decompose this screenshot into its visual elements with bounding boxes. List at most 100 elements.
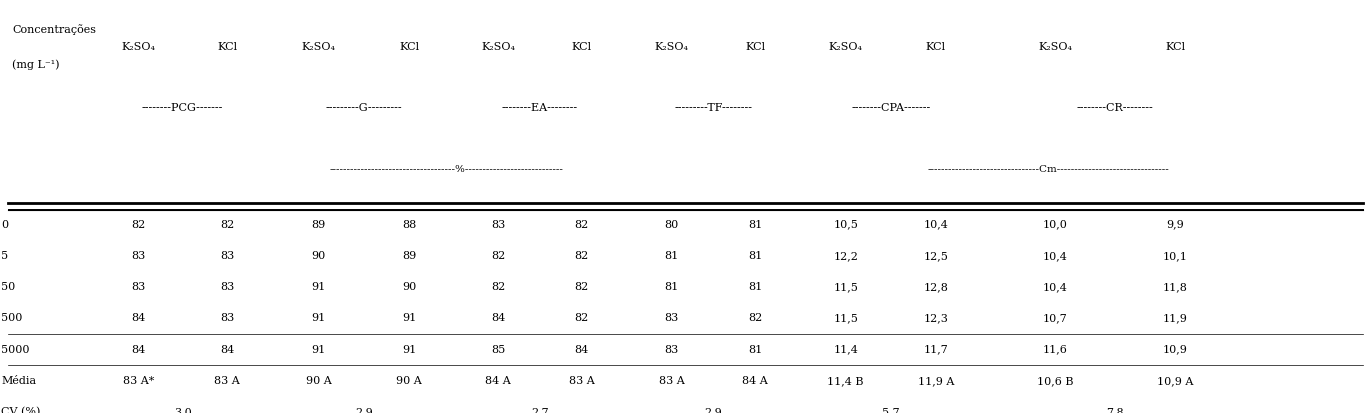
Text: KCl: KCl bbox=[217, 42, 237, 52]
Text: KCl: KCl bbox=[1165, 42, 1186, 52]
Text: 84: 84 bbox=[132, 344, 145, 354]
Text: 10,5: 10,5 bbox=[834, 219, 858, 229]
Text: 83: 83 bbox=[219, 313, 234, 323]
Text: 12,2: 12,2 bbox=[834, 250, 858, 260]
Text: 500: 500 bbox=[1, 313, 23, 323]
Text: 91: 91 bbox=[402, 313, 417, 323]
Text: 5: 5 bbox=[1, 250, 8, 260]
Text: 84: 84 bbox=[219, 344, 234, 354]
Text: 11,8: 11,8 bbox=[1163, 282, 1187, 292]
Text: 90 A: 90 A bbox=[396, 375, 422, 385]
Text: 89: 89 bbox=[311, 219, 326, 229]
Text: 84 A: 84 A bbox=[743, 375, 768, 385]
Text: 90: 90 bbox=[311, 250, 326, 260]
Text: 82: 82 bbox=[574, 219, 588, 229]
Text: 83: 83 bbox=[219, 282, 234, 292]
Text: 9,9: 9,9 bbox=[1167, 219, 1185, 229]
Text: --------------------------------Cm--------------------------------: --------------------------------Cm------… bbox=[927, 164, 1169, 173]
Text: ---------G---------: ---------G--------- bbox=[326, 103, 402, 113]
Text: 90 A: 90 A bbox=[306, 375, 332, 385]
Text: 11,4 B: 11,4 B bbox=[827, 375, 864, 385]
Text: 83 A: 83 A bbox=[569, 375, 595, 385]
Text: 10,6 B: 10,6 B bbox=[1036, 375, 1073, 385]
Text: 82: 82 bbox=[574, 282, 588, 292]
Text: 85: 85 bbox=[491, 344, 505, 354]
Text: 10,4: 10,4 bbox=[1042, 282, 1068, 292]
Text: --------CPA-------: --------CPA------- bbox=[851, 103, 931, 113]
Text: KCl: KCl bbox=[925, 42, 946, 52]
Text: 11,9 A: 11,9 A bbox=[917, 375, 954, 385]
Text: KCl: KCl bbox=[399, 42, 420, 52]
Text: 91: 91 bbox=[402, 344, 417, 354]
Text: 10,0: 10,0 bbox=[1042, 219, 1068, 229]
Text: 82: 82 bbox=[491, 282, 505, 292]
Text: 10,4: 10,4 bbox=[924, 219, 949, 229]
Text: 81: 81 bbox=[749, 219, 762, 229]
Text: 82: 82 bbox=[219, 219, 234, 229]
Text: 91: 91 bbox=[311, 344, 326, 354]
Text: 83: 83 bbox=[665, 313, 679, 323]
Text: --------PCG-------: --------PCG------- bbox=[143, 103, 223, 113]
Text: Média: Média bbox=[1, 375, 37, 385]
Text: 12,3: 12,3 bbox=[924, 313, 949, 323]
Text: 12,8: 12,8 bbox=[924, 282, 949, 292]
Text: ------------------------------------%----------------------------: ------------------------------------%---… bbox=[330, 164, 563, 173]
Text: 83: 83 bbox=[491, 219, 505, 229]
Text: --------CR--------: --------CR-------- bbox=[1076, 103, 1153, 113]
Text: 10,4: 10,4 bbox=[1042, 250, 1068, 260]
Text: 11,9: 11,9 bbox=[1163, 313, 1187, 323]
Text: 80: 80 bbox=[665, 219, 679, 229]
Text: 83 A: 83 A bbox=[659, 375, 684, 385]
Text: 50: 50 bbox=[1, 282, 15, 292]
Text: K₂SO₄: K₂SO₄ bbox=[655, 42, 688, 52]
Text: --------EA--------: --------EA-------- bbox=[502, 103, 577, 113]
Text: 82: 82 bbox=[574, 313, 588, 323]
Text: 10,9 A: 10,9 A bbox=[1157, 375, 1194, 385]
Text: 84: 84 bbox=[574, 344, 588, 354]
Text: 11,7: 11,7 bbox=[924, 344, 949, 354]
Text: 83: 83 bbox=[132, 282, 145, 292]
Text: KCl: KCl bbox=[746, 42, 765, 52]
Text: 88: 88 bbox=[402, 219, 417, 229]
Text: 82: 82 bbox=[574, 250, 588, 260]
Text: 10,7: 10,7 bbox=[1042, 313, 1067, 323]
Text: 11,5: 11,5 bbox=[834, 282, 858, 292]
Text: 0: 0 bbox=[1, 219, 8, 229]
Text: 83 A*: 83 A* bbox=[122, 375, 154, 385]
Text: 5,7: 5,7 bbox=[882, 406, 899, 413]
Text: 2,9: 2,9 bbox=[355, 406, 373, 413]
Text: (mg L⁻¹): (mg L⁻¹) bbox=[12, 59, 60, 69]
Text: K₂SO₄: K₂SO₄ bbox=[302, 42, 336, 52]
Text: 5000: 5000 bbox=[1, 344, 30, 354]
Text: K₂SO₄: K₂SO₄ bbox=[481, 42, 515, 52]
Text: 90: 90 bbox=[402, 282, 417, 292]
Text: K₂SO₄: K₂SO₄ bbox=[1038, 42, 1072, 52]
Text: 83: 83 bbox=[219, 250, 234, 260]
Text: 91: 91 bbox=[311, 282, 326, 292]
Text: 81: 81 bbox=[665, 250, 679, 260]
Text: CV (%): CV (%) bbox=[1, 406, 41, 413]
Text: 11,6: 11,6 bbox=[1042, 344, 1068, 354]
Text: 7,8: 7,8 bbox=[1106, 406, 1124, 413]
Text: 89: 89 bbox=[402, 250, 417, 260]
Text: 83 A: 83 A bbox=[214, 375, 240, 385]
Text: K₂SO₄: K₂SO₄ bbox=[121, 42, 155, 52]
Text: 81: 81 bbox=[665, 282, 679, 292]
Text: 81: 81 bbox=[749, 344, 762, 354]
Text: 81: 81 bbox=[749, 250, 762, 260]
Text: 3,0: 3,0 bbox=[174, 406, 192, 413]
Text: 82: 82 bbox=[749, 313, 762, 323]
Text: 81: 81 bbox=[749, 282, 762, 292]
Text: 82: 82 bbox=[491, 250, 505, 260]
Text: 83: 83 bbox=[132, 250, 145, 260]
Text: 84: 84 bbox=[132, 313, 145, 323]
Text: 10,9: 10,9 bbox=[1163, 344, 1187, 354]
Text: 11,4: 11,4 bbox=[834, 344, 858, 354]
Text: 84 A: 84 A bbox=[485, 375, 511, 385]
Text: 10,1: 10,1 bbox=[1163, 250, 1187, 260]
Text: Concentrações: Concentrações bbox=[12, 24, 96, 36]
Text: 82: 82 bbox=[132, 219, 145, 229]
Text: 84: 84 bbox=[491, 313, 505, 323]
Text: 91: 91 bbox=[311, 313, 326, 323]
Text: K₂SO₄: K₂SO₄ bbox=[828, 42, 862, 52]
